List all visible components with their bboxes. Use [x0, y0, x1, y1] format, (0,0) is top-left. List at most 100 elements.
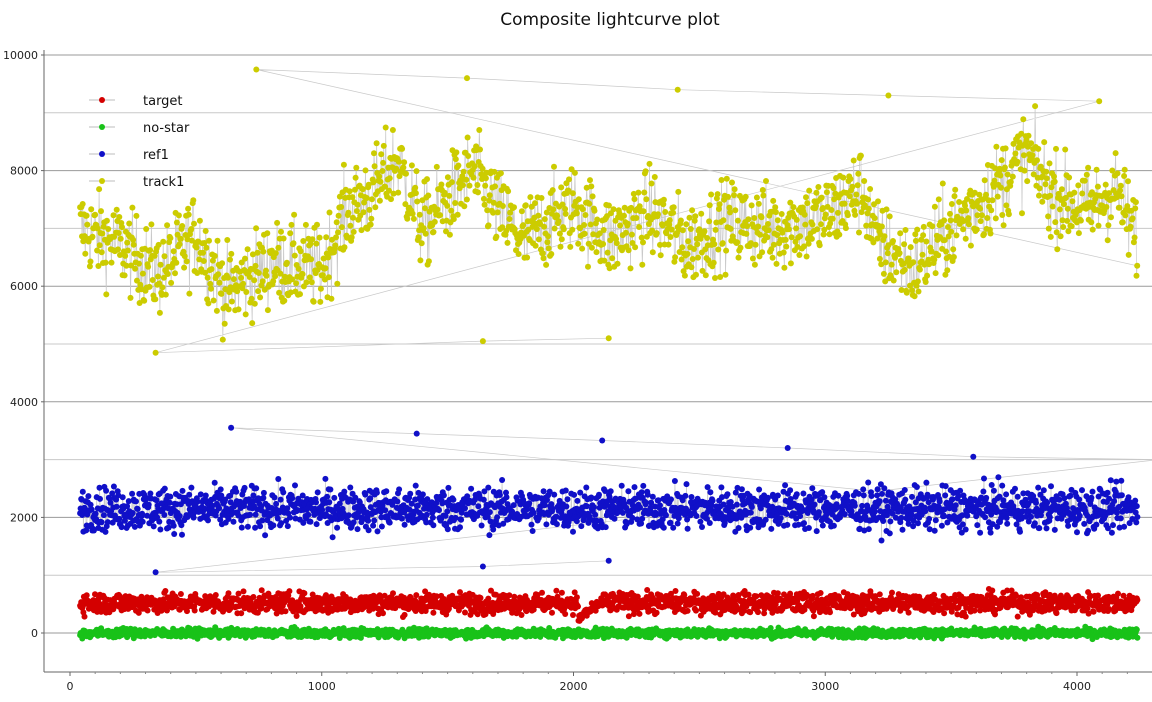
- point-track1: [865, 205, 872, 212]
- point-ref1: [706, 520, 713, 526]
- point-track1: [926, 261, 932, 268]
- point-track1: [287, 289, 294, 296]
- point-track1: [208, 266, 215, 273]
- point-ref1: [923, 479, 930, 486]
- point-ref1: [157, 526, 164, 533]
- point-track1: [680, 268, 687, 275]
- point-track1: [882, 259, 889, 266]
- point-track1: [585, 263, 591, 270]
- point-track1: [86, 263, 93, 270]
- point-track1: [814, 226, 821, 233]
- point-track1: [309, 236, 316, 243]
- point-track1: [1068, 223, 1075, 230]
- point-track1: [164, 271, 171, 277]
- point-target: [212, 592, 219, 598]
- point-track1: [885, 92, 892, 99]
- point-track1: [450, 216, 457, 223]
- point-track1: [875, 198, 881, 205]
- point-track1: [188, 226, 195, 232]
- point-track1: [793, 216, 800, 223]
- point-track1: [361, 199, 368, 206]
- point-track1: [567, 243, 574, 250]
- point-track1: [1024, 178, 1031, 185]
- point-track1: [280, 235, 287, 242]
- point-ref1: [313, 521, 320, 528]
- point-ref1: [592, 511, 599, 518]
- point-track1: [244, 246, 251, 253]
- point-track1: [1124, 203, 1131, 210]
- point-track1: [549, 187, 556, 194]
- point-track1: [515, 251, 522, 257]
- point-track1: [215, 271, 222, 278]
- point-track1: [359, 186, 366, 193]
- point-ref1: [322, 475, 329, 482]
- point-track1: [148, 221, 155, 228]
- point-ref1: [543, 521, 550, 528]
- series-track1: [77, 66, 1141, 356]
- point-ref1: [913, 484, 920, 490]
- point-track1: [947, 210, 953, 217]
- point-ref1: [1043, 525, 1050, 532]
- point-track1: [314, 266, 321, 273]
- point-track1: [956, 199, 963, 205]
- point-track1: [924, 272, 931, 279]
- point-track1: [230, 276, 237, 283]
- point-track1: [558, 236, 565, 243]
- point-track1: [1059, 217, 1066, 224]
- point-track1: [569, 226, 576, 233]
- point-track1: [117, 235, 124, 242]
- point-track1: [716, 201, 723, 208]
- point-track1: [999, 212, 1006, 218]
- point-ref1: [605, 557, 612, 564]
- point-track1: [717, 274, 724, 280]
- point-ref1: [1017, 528, 1023, 535]
- point-track1: [854, 182, 861, 189]
- y-tick-label: 0: [31, 627, 38, 640]
- point-target: [827, 609, 833, 616]
- point-track1: [1001, 164, 1008, 171]
- point-track1: [1133, 272, 1140, 279]
- point-ref1: [563, 503, 570, 510]
- point-ref1: [668, 496, 674, 503]
- point-track1: [170, 248, 177, 255]
- chart-title: Composite lightcurve plot: [500, 10, 720, 30]
- point-track1: [207, 280, 214, 287]
- point-ref1: [1118, 477, 1125, 484]
- point-ref1: [202, 492, 209, 499]
- point-track1: [780, 249, 787, 256]
- point-track1: [793, 225, 800, 232]
- point-track1: [898, 287, 905, 293]
- point-track1: [491, 168, 498, 175]
- point-ref1: [382, 507, 389, 514]
- point-track1: [558, 184, 565, 191]
- point-track1: [653, 230, 660, 237]
- point-ref1: [225, 516, 232, 522]
- point-ref1: [490, 526, 497, 533]
- point-track1: [651, 174, 658, 180]
- point-ref1: [528, 521, 535, 528]
- point-track1: [540, 255, 547, 262]
- point-track1: [1019, 210, 1025, 217]
- point-track1: [1036, 185, 1043, 192]
- point-track1: [137, 281, 144, 288]
- point-ref1: [747, 524, 754, 531]
- point-track1: [1103, 204, 1110, 210]
- point-track1: [683, 221, 690, 228]
- point-track1: [751, 215, 758, 221]
- point-track1: [621, 212, 627, 219]
- point-track1: [224, 237, 231, 243]
- point-track1: [920, 223, 927, 230]
- point-ref1: [378, 523, 385, 530]
- point-track1: [555, 218, 562, 225]
- point-track1: [214, 237, 221, 244]
- point-ref1: [125, 498, 132, 505]
- point-track1: [1127, 223, 1134, 230]
- point-track1: [1060, 224, 1067, 230]
- point-track1: [1102, 181, 1109, 188]
- point-ref1: [707, 489, 714, 496]
- point-track1: [190, 197, 197, 204]
- point-track1: [422, 205, 428, 212]
- point-track1: [173, 219, 180, 226]
- point-target: [293, 613, 300, 619]
- point-track1: [408, 162, 415, 169]
